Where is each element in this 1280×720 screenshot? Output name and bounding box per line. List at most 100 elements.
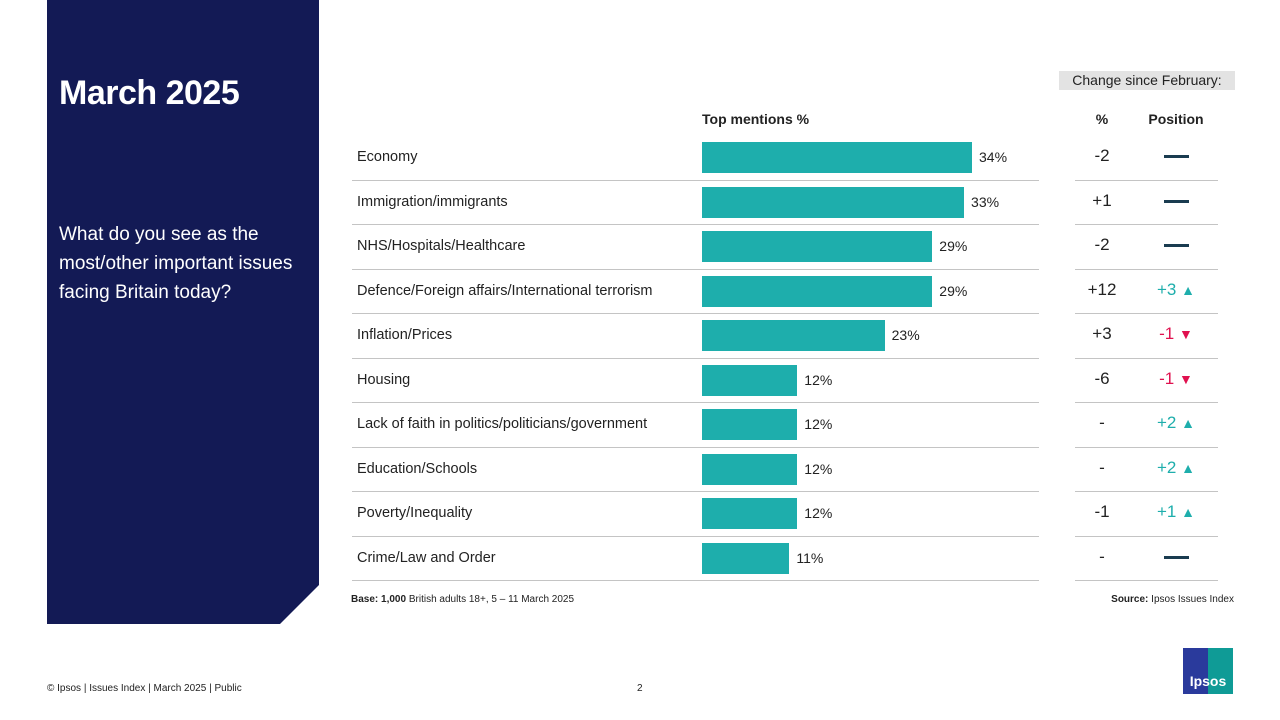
data-label: 29%: [939, 238, 968, 254]
category-label: Inflation/Prices: [357, 327, 453, 343]
row-divider: [352, 535, 1039, 537]
chart-row: Crime/Law and Order 11% -: [0, 537, 1280, 581]
pct-change: -1: [1094, 502, 1110, 521]
chart-row: Lack of faith in politics/politicians/go…: [0, 403, 1280, 448]
category-label: Crime/Law and Order: [357, 549, 496, 566]
pct-change: +1: [1092, 190, 1112, 210]
chart-row: Poverty/Inequality 12% -1 +1 ▲: [0, 492, 1280, 537]
pct-column-header: %: [1095, 111, 1109, 127]
chart-row: Defence/Foreign affairs/International te…: [0, 270, 1280, 314]
triangle-down-icon: ▼: [1179, 326, 1193, 342]
chart-row: Economy 34% -2: [0, 136, 1280, 181]
bar: [702, 409, 798, 440]
data-label: 12%: [804, 460, 833, 477]
position-cell: [1140, 547, 1212, 567]
bar: [702, 142, 972, 173]
no-change-icon: [1163, 244, 1189, 248]
row-divider: [352, 357, 1039, 359]
row-divider: [352, 179, 1039, 181]
page-title: March 2025: [59, 74, 240, 112]
pct-change: -6: [1094, 368, 1110, 388]
position-change: +3: [1157, 279, 1177, 299]
category-label: Defence/Foreign affairs/International te…: [357, 282, 653, 299]
row-divider: [1075, 580, 1218, 581]
chart-row: Housing 12% -6 -1 ▼: [0, 359, 1280, 403]
row-divider: [1075, 402, 1218, 403]
category-label: Housing: [357, 371, 411, 388]
row-divider: [1075, 446, 1218, 448]
row-divider: [352, 580, 1039, 581]
logo-text: Ipsos: [1189, 673, 1227, 689]
pct-change: -: [1099, 413, 1105, 432]
chart-row: NHS/Hospitals/Healthcare 29% -2: [0, 225, 1280, 270]
category-label: Economy: [357, 149, 418, 165]
chart-row: Immigration/immigrants 33% +1: [0, 181, 1280, 225]
position-change: +1: [1157, 502, 1177, 521]
pct-change: +12: [1087, 279, 1117, 299]
row-divider: [1075, 179, 1218, 181]
category-label: Education/Schools: [357, 460, 478, 477]
pct-change: -2: [1094, 146, 1110, 165]
row-divider: [1075, 491, 1218, 492]
position-cell: [1140, 191, 1212, 211]
category-label: Immigration/immigrants: [357, 193, 508, 210]
position-cell: +2 ▲: [1140, 458, 1212, 478]
row-divider: [352, 224, 1039, 225]
data-label: 11%: [796, 549, 824, 566]
bar: [702, 498, 798, 529]
no-change-icon: [1163, 155, 1189, 159]
bar: [702, 542, 790, 574]
row-divider: [1075, 224, 1218, 225]
chart-row: Inflation/Prices 23% +3 -1 ▼: [0, 314, 1280, 359]
no-change-icon: [1163, 555, 1189, 559]
triangle-up-icon: ▲: [1181, 415, 1195, 431]
base-label: Base:: [351, 594, 379, 605]
row-divider: [1075, 357, 1218, 359]
base-note: Base: 1,000 British adults 18+, 5 – 11 M…: [351, 594, 574, 605]
pct-change: +3: [1092, 324, 1112, 343]
category-label: Lack of faith in politics/politicians/go…: [357, 416, 648, 432]
position-cell: +3 ▲: [1140, 280, 1212, 300]
position-change: -1: [1159, 324, 1175, 343]
position-cell: [1140, 146, 1212, 166]
triangle-up-icon: ▲: [1181, 459, 1195, 476]
survey-question: What do you see as the most/other import…: [59, 224, 293, 303]
title-panel: [47, 0, 319, 624]
data-label: 12%: [804, 371, 833, 388]
row-divider: [1075, 313, 1218, 314]
footer: © Ipsos | Issues Index | March 2025 | Pu…: [47, 683, 242, 694]
position-cell: [1140, 235, 1212, 255]
position-cell: +2 ▲: [1140, 413, 1212, 433]
bar: [702, 320, 885, 351]
position-change: +2: [1157, 413, 1177, 432]
row-divider: [1075, 268, 1218, 270]
row-divider: [352, 491, 1039, 492]
base-text: British adults 18+, 5 – 11 March 2025: [408, 594, 575, 605]
position-change: -1: [1159, 368, 1175, 388]
chart-row: Education/Schools 12% - +2 ▲: [0, 448, 1280, 492]
bar: [702, 453, 798, 485]
pct-change: -: [1099, 546, 1105, 566]
pct-change: -2: [1094, 235, 1110, 254]
page-number: 2: [637, 683, 643, 694]
category-label: Poverty/Inequality: [357, 505, 473, 521]
position-cell: +1 ▲: [1140, 502, 1212, 522]
source-note: Source: Ipsos Issues Index: [1111, 594, 1234, 605]
data-label: 29%: [939, 282, 968, 299]
source-label: Source:: [1111, 594, 1149, 605]
position-cell: -1 ▼: [1140, 369, 1212, 389]
bar: [702, 186, 965, 218]
category-label: NHS/Hospitals/Healthcare: [357, 238, 526, 254]
position-cell: -1 ▼: [1140, 324, 1212, 344]
base-count: 1,000: [381, 594, 407, 605]
bar: [702, 275, 933, 307]
change-header: Change since February:: [1059, 71, 1235, 90]
bar: [702, 364, 798, 396]
data-label: 23%: [891, 327, 920, 343]
row-divider: [352, 268, 1039, 270]
row-divider: [352, 402, 1039, 403]
data-label: 12%: [804, 505, 833, 521]
triangle-down-icon: ▼: [1179, 370, 1193, 387]
ipsos-logo: Ipsos: [1183, 648, 1233, 694]
pct-change: -: [1099, 457, 1105, 477]
